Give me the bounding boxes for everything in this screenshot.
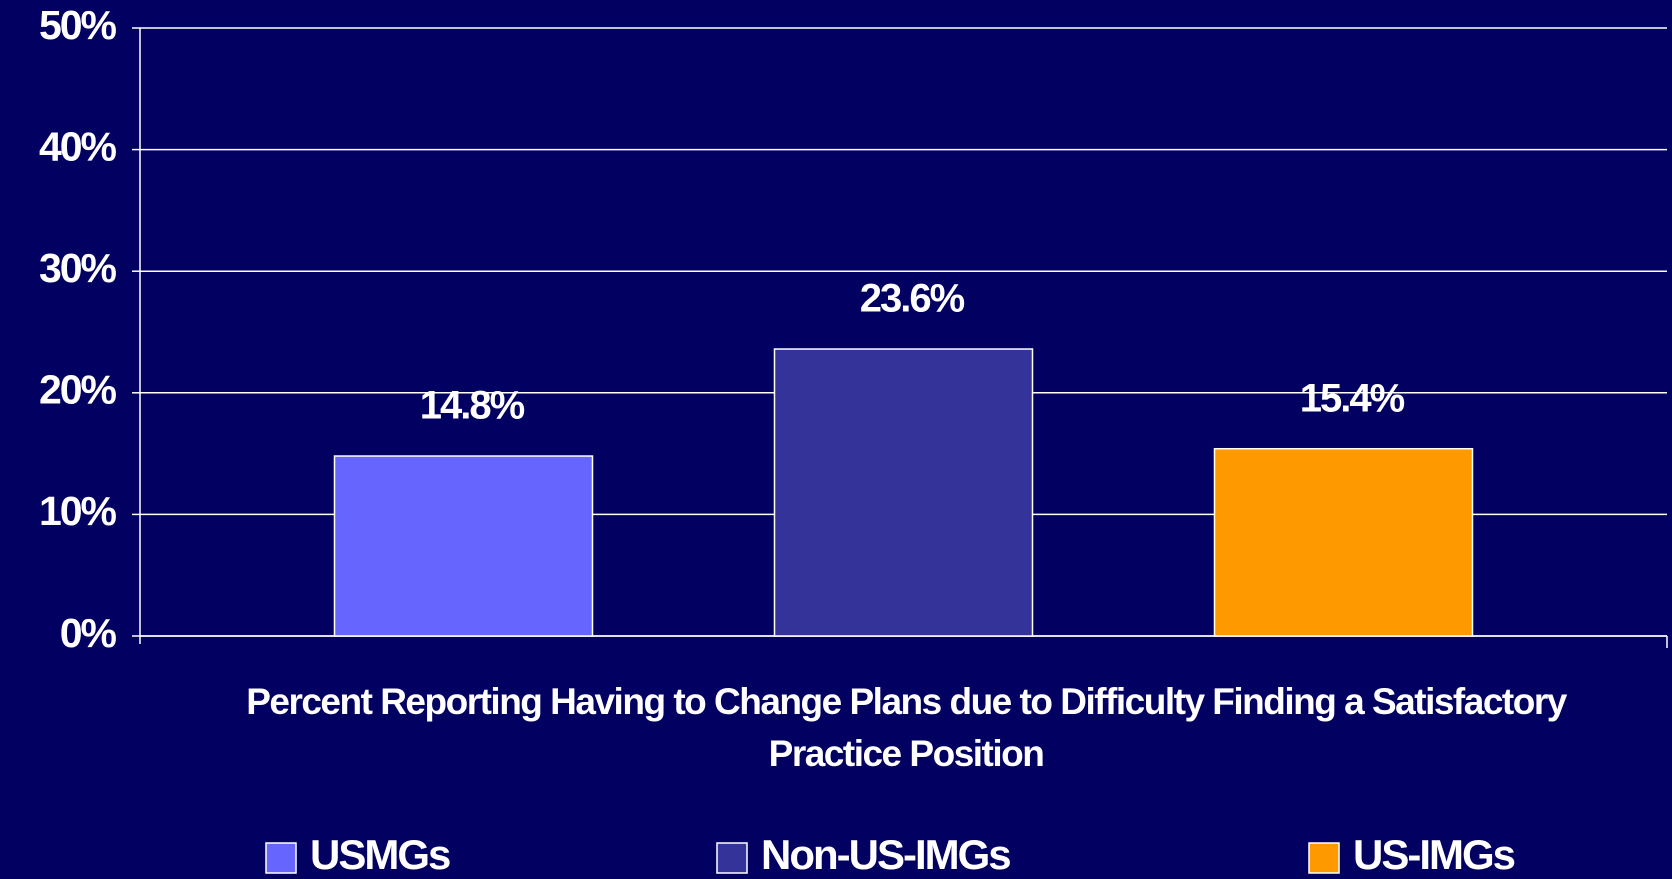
- legend-swatch: [1308, 842, 1340, 874]
- y-tick-label: 30%: [39, 245, 117, 291]
- value-label: 15.4%: [1300, 376, 1405, 420]
- bar: [333, 455, 594, 637]
- category-label: Percent Reporting Having to Change Plans…: [246, 681, 1567, 774]
- value-label: 14.8%: [420, 384, 525, 428]
- y-tick-label: 20%: [39, 367, 117, 413]
- legend-label: USMGs: [310, 831, 450, 878]
- legend-label: US-IMGs: [1353, 831, 1515, 878]
- legend-swatch: [716, 842, 748, 874]
- legend-label: Non-US-IMGs: [761, 831, 1010, 878]
- y-tick-label: 40%: [39, 123, 117, 169]
- y-tick-label: 50%: [39, 2, 117, 48]
- value-label: 23.6%: [860, 277, 965, 321]
- y-tick-label: 0%: [60, 610, 117, 656]
- bar: [1213, 447, 1474, 637]
- bar: [773, 348, 1034, 637]
- legend-swatch: [265, 842, 297, 874]
- y-tick-label: 10%: [39, 488, 117, 534]
